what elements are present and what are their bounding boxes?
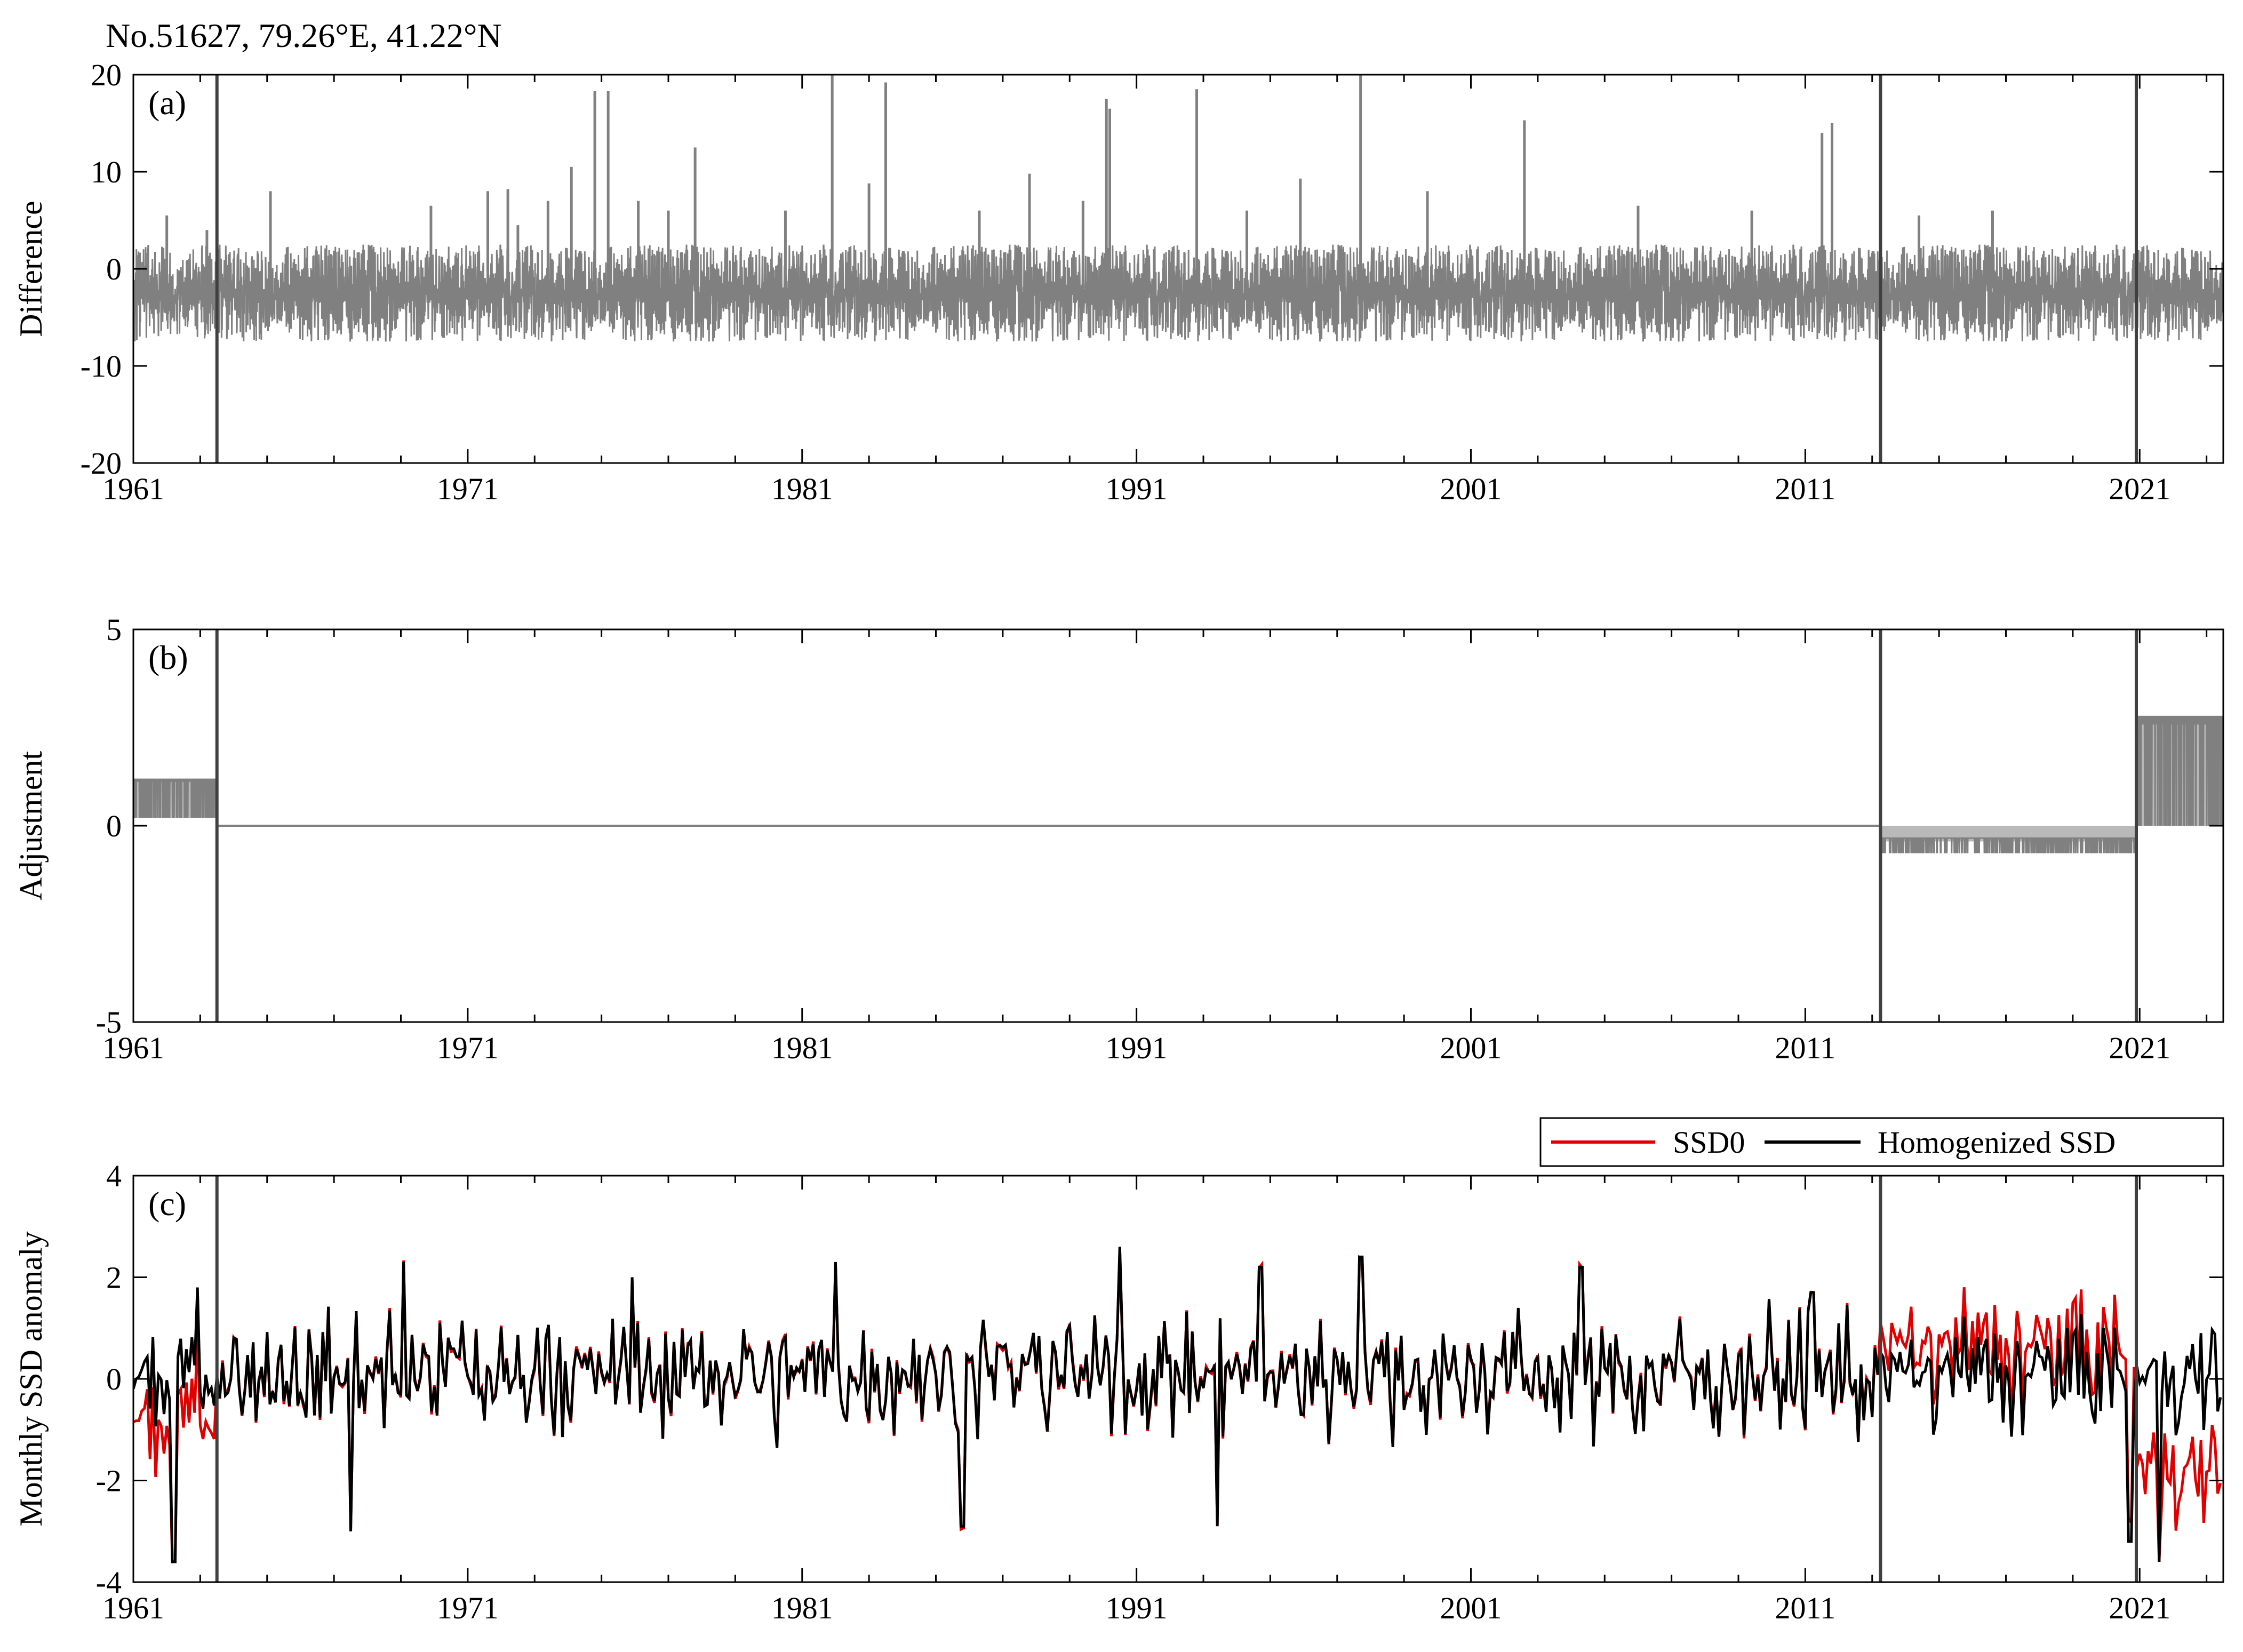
x-tick-label: 1971 xyxy=(437,1591,499,1625)
x-tick-label: 2021 xyxy=(2109,472,2170,506)
panel-label: (b) xyxy=(148,639,188,676)
y-tick-label: 5 xyxy=(106,612,122,647)
y-axis-title: Monthly SSD anomaly xyxy=(13,1231,49,1526)
plot-area xyxy=(133,1247,2222,1563)
x-tick-label: 1981 xyxy=(771,472,833,506)
y-tick-label: 4 xyxy=(106,1159,122,1193)
x-tick-label: 1981 xyxy=(771,1031,833,1065)
panel-c: 1961 1971 1981 1991 2001 2011 2021 -4 -2 0 2 4 Month… xyxy=(13,1117,2224,1625)
x-tick-label: 2001 xyxy=(1440,472,1502,506)
adjustment-segment-3 xyxy=(2135,715,2223,826)
legend: SSD0 Homogenized SSD xyxy=(1539,1117,2224,1167)
y-tick-label: 0 xyxy=(106,1362,122,1396)
x-tick-label: 1961 xyxy=(102,1591,164,1625)
x-tick-label: 2021 xyxy=(2109,1031,2170,1065)
adjustment-segment-0 xyxy=(133,778,218,818)
y-axis-title: Adjustment xyxy=(13,751,49,900)
x-tick-label: 1981 xyxy=(771,1591,833,1625)
y-tick-label: -5 xyxy=(96,1005,122,1040)
x-tick-label: 2021 xyxy=(2109,1591,2170,1625)
y-tick-label: 0 xyxy=(106,252,122,286)
plot-area xyxy=(133,715,2223,853)
x-tick-label: 1991 xyxy=(1106,1031,1168,1065)
y-tick-label: 20 xyxy=(91,58,122,92)
x-tick-label: 1971 xyxy=(437,1031,499,1065)
panels: 1961 1971 1981 1991 2001 2011 2021-20-1001020D… xyxy=(13,58,2224,1625)
y-tick-label: -4 xyxy=(96,1565,122,1600)
y-axis-title: Difference xyxy=(13,201,49,337)
legend-label-1: Homogenized SSD xyxy=(1878,1125,2116,1160)
panel-a: 1961 1971 1981 1991 2001 2011 2021 -20 -10 0 10 20 D… xyxy=(13,58,2224,506)
adjustment-segment-2 xyxy=(1879,837,2137,853)
series-homogenized-ssd xyxy=(133,1247,2222,1563)
x-tick-label: 2011 xyxy=(1775,472,1835,506)
y-tick-label: 0 xyxy=(106,809,122,843)
x-tick-label: 2001 xyxy=(1440,1591,1502,1625)
x-tick-label: 1971 xyxy=(437,472,499,506)
panel-b: 1961 1971 1981 1991 2001 2011 2021 -5 0 5 Adjustme… xyxy=(13,612,2224,1065)
y-tick-label: -20 xyxy=(81,446,122,481)
y-tick-label: -10 xyxy=(81,349,122,384)
x-tick-label: 1961 xyxy=(102,472,164,506)
y-tick-label: 2 xyxy=(106,1260,122,1295)
x-tick-label: 2011 xyxy=(1775,1031,1835,1065)
plot-area xyxy=(133,75,2223,342)
legend-label-0: SSD0 xyxy=(1673,1125,1745,1160)
series-difference xyxy=(133,244,2223,342)
y-tick-label: -2 xyxy=(96,1464,122,1498)
y-tick-label: 10 xyxy=(91,155,122,189)
panel-label: (c) xyxy=(148,1185,186,1223)
x-tick-label: 1991 xyxy=(1106,472,1168,506)
x-tick-label: 1991 xyxy=(1106,1591,1168,1625)
series-ssd0 xyxy=(133,1248,2222,1563)
x-tick-label: 1961 xyxy=(102,1031,164,1065)
x-tick-label: 2001 xyxy=(1440,1031,1502,1065)
x-tick-label: 2011 xyxy=(1775,1591,1835,1625)
panel-label: (a) xyxy=(148,84,186,122)
figure-title: No.51627, 79.26°E, 41.22°N xyxy=(106,17,502,54)
